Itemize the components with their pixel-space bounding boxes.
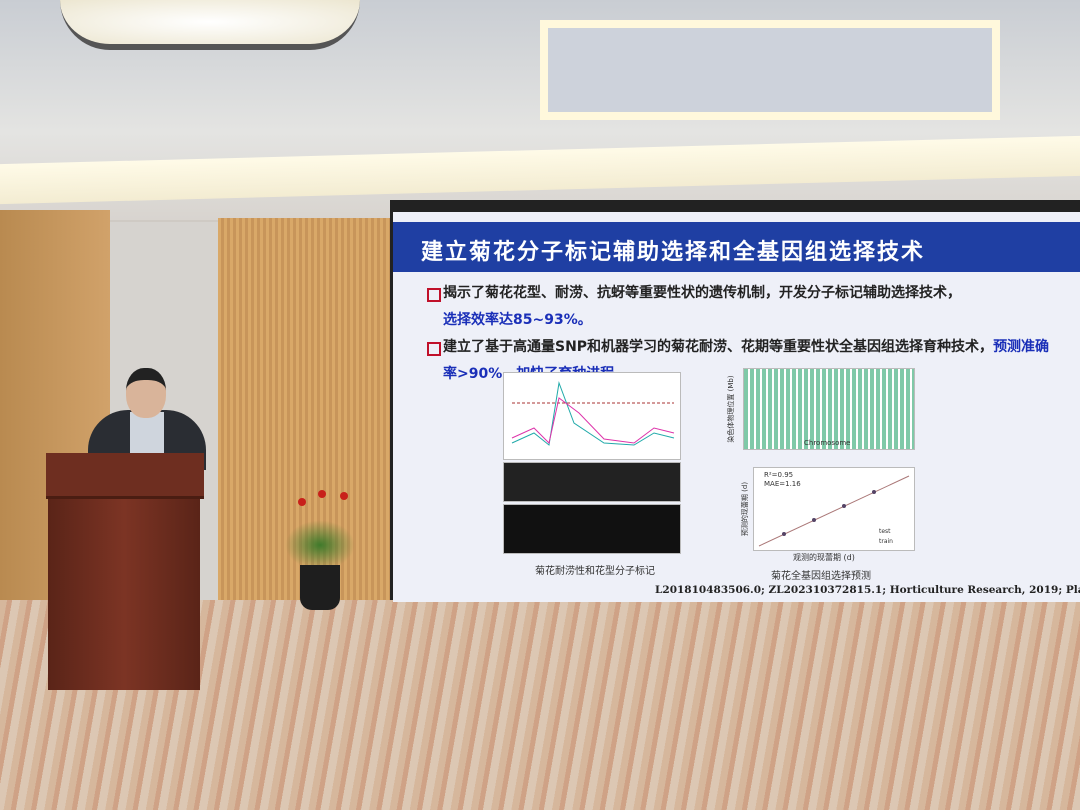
bullet-text: 建立了基于高通量SNP和机器学习的菊花耐涝、花期等重要性状全基因组选择育种技术， <box>443 339 994 355</box>
presentation-slide: 建立菊花分子标记辅助选择和全基因组选择技术 揭示了菊花花型、耐涝、抗蚜等重要性状… <box>393 212 1080 602</box>
right-caption: 菊花全基因组选择预测 <box>771 571 871 582</box>
red-flower <box>318 490 326 498</box>
speaker-head <box>126 368 166 418</box>
gel-image <box>503 504 681 554</box>
chromosome-plot: Chromosome <box>743 368 915 450</box>
legend-train: train <box>879 538 893 545</box>
scatter-xlabel: 观测的现蕾期 (d) <box>793 553 855 562</box>
chandelier <box>60 0 360 50</box>
bullet-highlight: 选择效率达85~93%。 <box>443 312 592 328</box>
mae-label: MAE=1.16 <box>764 480 801 488</box>
bullet-1: 揭示了菊花花型、耐涝、抗蚜等重要性状的遗传机制，开发分子标记辅助选择技术， 选择效… <box>427 280 1060 334</box>
plant-pot <box>300 565 340 610</box>
red-flower <box>298 498 306 506</box>
chrom-ylabel: 染色体物理位置 (Mb) <box>727 375 735 443</box>
plant-leaves <box>285 520 355 570</box>
scatter-plot: R²=0.95 MAE=1.16 test train <box>753 467 915 551</box>
speaker-shirt <box>130 412 164 457</box>
left-caption: 菊花耐涝性和花型分子标记 <box>535 566 655 577</box>
flower-images <box>503 462 681 502</box>
references: L201810483506.0; ZL202310372815.1; Horti… <box>655 584 1080 596</box>
qtl-plot <box>503 372 681 460</box>
red-flower <box>340 492 348 500</box>
ceiling-recess <box>540 20 1000 120</box>
legend-test: test <box>879 528 891 535</box>
r2-label: R²=0.95 <box>764 471 794 479</box>
slide-title: 建立菊花分子标记辅助选择和全基因组选择技术 <box>393 222 1080 272</box>
chrom-xlabel: Chromosome <box>804 439 851 447</box>
bullet-text: 揭示了菊花花型、耐涝、抗蚜等重要性状的遗传机制，开发分子标记辅助选择技术， <box>443 285 961 301</box>
podium-top <box>46 453 204 499</box>
scatter-ylabel: 预测的现蕾期 (d) <box>741 481 749 537</box>
